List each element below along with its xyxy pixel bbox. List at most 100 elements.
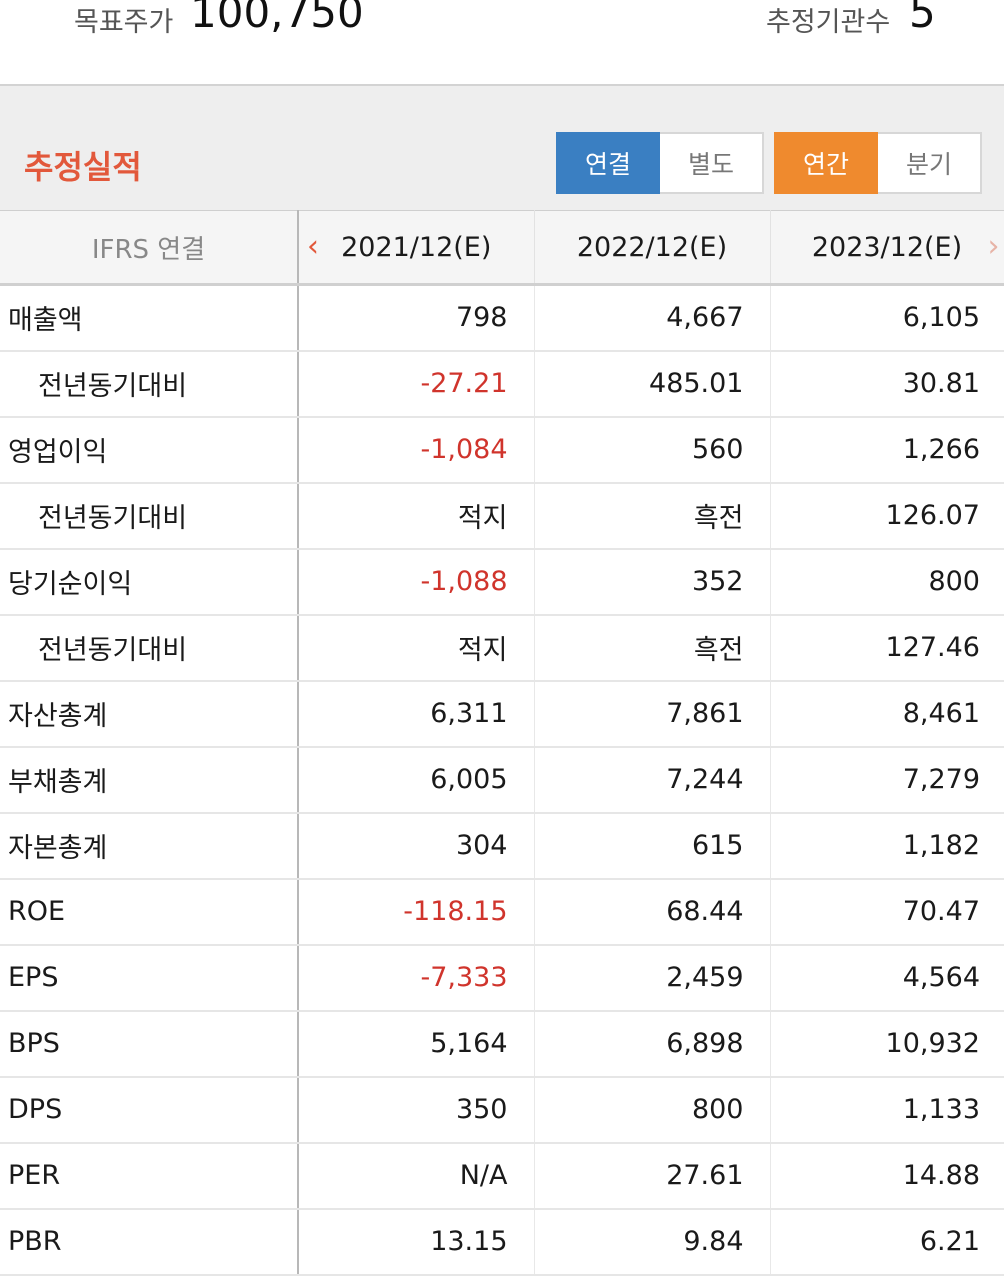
table-cell: 7,861	[534, 680, 771, 748]
table-row: 자본총계 304 615 1,182	[0, 812, 1004, 880]
table-cell: 7,279	[770, 746, 1004, 814]
table-cell: 304	[298, 812, 535, 880]
row-label: 전년동기대비	[0, 350, 299, 418]
column-header-label: 2022/12(E)	[576, 231, 728, 263]
table-row: 매출액 798 4,667 6,105	[0, 284, 1004, 352]
estimates-header: 추정실적 연결 별도 연간 분기	[0, 84, 1004, 210]
row-label: EPS	[0, 944, 299, 1012]
table-row: EPS -7,333 2,459 4,564	[0, 944, 1004, 1012]
table-cell: 800	[534, 1076, 771, 1144]
row-label: 매출액	[0, 284, 299, 352]
table-cell: 6,311	[298, 680, 535, 748]
table-cell: -1,084	[298, 416, 535, 484]
table-row: 자산총계 6,311 7,861 8,461	[0, 680, 1004, 748]
institutions-label: 추정기관수	[766, 7, 891, 38]
row-label: 전년동기대비	[0, 614, 299, 682]
table-cell: -7,333	[298, 944, 535, 1012]
section-title: 추정실적	[24, 148, 142, 186]
table-cell: 7,244	[534, 746, 771, 814]
table-cell: 126.07	[770, 482, 1004, 550]
table-cell: 4,564	[770, 944, 1004, 1012]
period-annual-button[interactable]: 연간	[774, 132, 878, 194]
table-row: PBR 13.15 9.84 6.21	[0, 1208, 1004, 1276]
chevron-left-icon[interactable]: ‹	[307, 229, 319, 264]
table-cell: 1,182	[770, 812, 1004, 880]
table-cell: 70.47	[770, 878, 1004, 946]
table-cell: 적지	[298, 482, 535, 550]
table-row: 당기순이익 -1,088 352 800	[0, 548, 1004, 616]
table-cell: N/A	[298, 1142, 535, 1210]
table-cell: 30.81	[770, 350, 1004, 418]
table-cell: 485.01	[534, 350, 771, 418]
basis-separate-button[interactable]: 별도	[660, 132, 764, 194]
table-cell: 8,461	[770, 680, 1004, 748]
summary-bar: 목표주가 100,750 추정기관수 5	[0, 0, 1004, 84]
period-toggle: 연간 분기	[774, 132, 982, 196]
column-header: 2022/12(E)	[534, 210, 771, 286]
table-cell: -27.21	[298, 350, 535, 418]
table-row: ROE -118.15 68.44 70.47	[0, 878, 1004, 946]
table-cell: 2,459	[534, 944, 771, 1012]
table-cell: 9.84	[534, 1208, 771, 1276]
row-label: DPS	[0, 1076, 299, 1144]
basis-consolidated-button[interactable]: 연결	[556, 132, 660, 194]
table-cell: 6,005	[298, 746, 535, 814]
table-cell: 13.15	[298, 1208, 535, 1276]
institutions-value: 5	[909, 0, 936, 37]
table-header-row: IFRS 연결 ‹ 2021/12(E) 2022/12(E) 2023/12(…	[0, 210, 1004, 286]
table-row: 부채총계 6,005 7,244 7,279	[0, 746, 1004, 814]
table-cell: 14.88	[770, 1142, 1004, 1210]
row-label: 자산총계	[0, 680, 299, 748]
row-label: 자본총계	[0, 812, 299, 880]
row-label: PER	[0, 1142, 299, 1210]
table-cell: 127.46	[770, 614, 1004, 682]
table-cell: 6.21	[770, 1208, 1004, 1276]
table-row: 전년동기대비 적지 흑전 127.46	[0, 614, 1004, 682]
table-cell: 352	[534, 548, 771, 616]
table-cell: 5,164	[298, 1010, 535, 1078]
table-cell: 흑전	[534, 482, 771, 550]
table-cell: 800	[770, 548, 1004, 616]
chevron-right-icon[interactable]: ›	[987, 229, 1000, 264]
table-row: 전년동기대비 적지 흑전 126.07	[0, 482, 1004, 550]
column-header: ‹ 2021/12(E)	[298, 210, 535, 286]
table-row: DPS 350 800 1,133	[0, 1076, 1004, 1144]
table-body: 매출액 798 4,667 6,105 전년동기대비 -27.21 485.01 30.81 영…	[0, 284, 1004, 1276]
table-cell: 4,667	[534, 284, 771, 352]
table-cell: 1,266	[770, 416, 1004, 484]
row-label: 부채총계	[0, 746, 299, 814]
basis-toggle: 연결 별도	[556, 132, 764, 196]
table-row: BPS 5,164 6,898 10,932	[0, 1010, 1004, 1078]
table-cell: -118.15	[298, 878, 535, 946]
column-header-label: 2021/12(E)	[341, 231, 492, 263]
table-row: 영업이익 -1,084 560 1,266	[0, 416, 1004, 484]
table-cell: -1,088	[298, 548, 535, 616]
table-cell: 6,105	[770, 284, 1004, 352]
table-cell: 6,898	[534, 1010, 771, 1078]
row-label: 당기순이익	[0, 548, 299, 616]
row-label: BPS	[0, 1010, 299, 1078]
table-cell: 10,932	[770, 1010, 1004, 1078]
table-row: PER N/A 27.61 14.88	[0, 1142, 1004, 1210]
row-label: 전년동기대비	[0, 482, 299, 550]
corner-label: IFRS 연결	[0, 210, 299, 286]
table-cell: 1,133	[770, 1076, 1004, 1144]
target-price-label: 목표주가	[74, 7, 174, 38]
row-label: ROE	[0, 878, 299, 946]
table-row: 전년동기대비 -27.21 485.01 30.81	[0, 350, 1004, 418]
table-cell: 68.44	[534, 878, 771, 946]
period-quarter-button[interactable]: 분기	[878, 132, 982, 194]
table-cell: 27.61	[534, 1142, 771, 1210]
table-cell: 350	[298, 1076, 535, 1144]
column-header-label: 2023/12(E)	[811, 231, 963, 263]
row-label: PBR	[0, 1208, 299, 1276]
column-header: 2023/12(E) ›	[770, 210, 1004, 286]
table-cell: 560	[534, 416, 771, 484]
row-label: 영업이익	[0, 416, 299, 484]
table-cell: 615	[534, 812, 771, 880]
table-cell: 798	[298, 284, 535, 352]
estimates-table: IFRS 연결 ‹ 2021/12(E) 2022/12(E) 2023/12(…	[0, 210, 1004, 1276]
table-cell: 흑전	[534, 614, 771, 682]
target-price-value: 100,750	[190, 0, 364, 37]
table-cell: 적지	[298, 614, 535, 682]
